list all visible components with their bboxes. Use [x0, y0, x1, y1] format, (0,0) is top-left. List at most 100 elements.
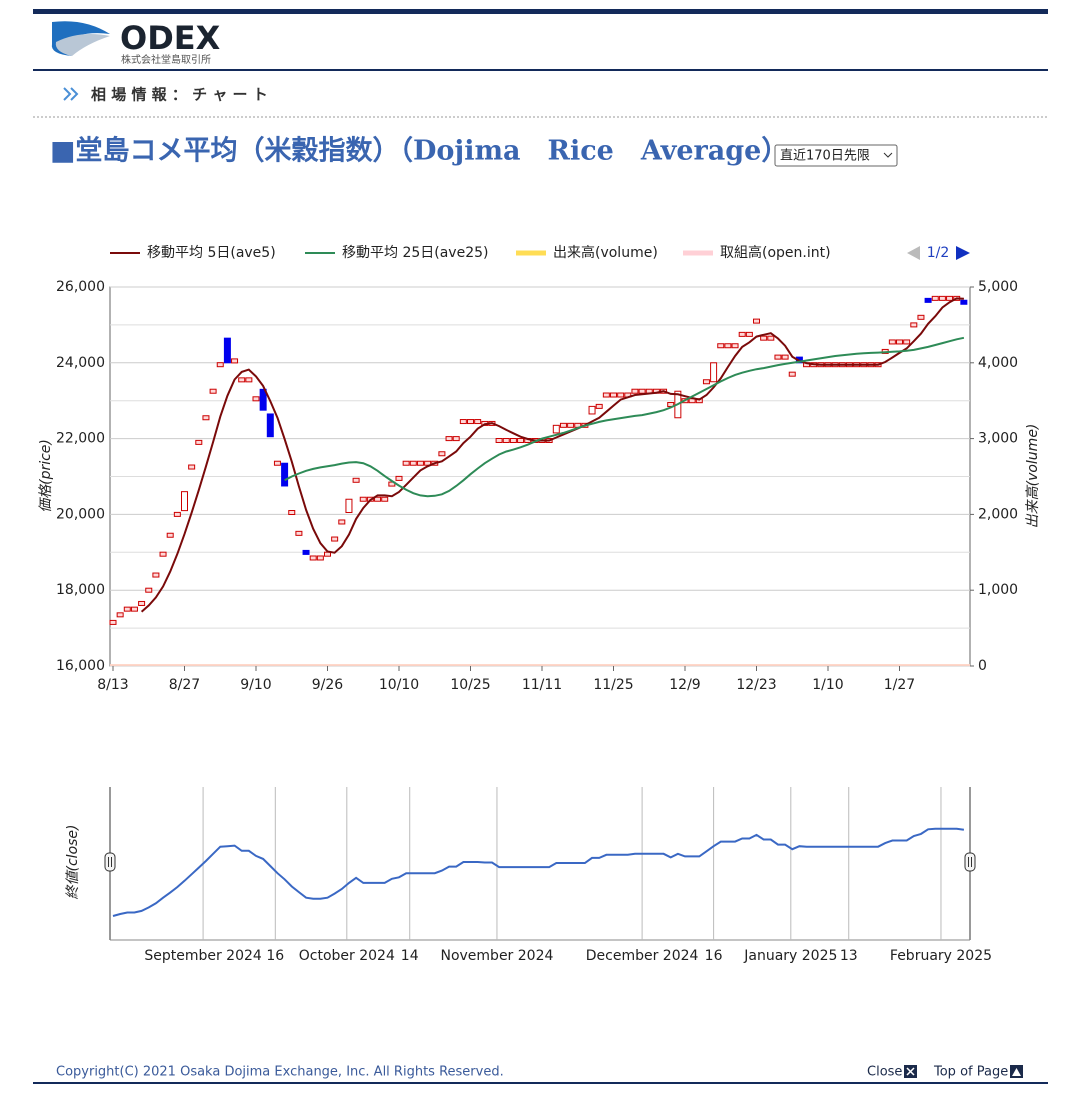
- candle: [896, 339, 903, 345]
- candle: [467, 419, 474, 425]
- candle: [702, 379, 710, 385]
- nav-x-tick-label: September 2024: [144, 948, 262, 964]
- candle: [438, 451, 446, 457]
- candle: [788, 371, 796, 377]
- candle: [517, 437, 525, 443]
- candle: [159, 551, 167, 557]
- company-name: 株式会社堂島取引所: [121, 53, 211, 66]
- y-axis-label: 価格(price): [38, 439, 54, 513]
- nav-x-tick-label: 16: [705, 948, 723, 964]
- candle: [910, 322, 918, 328]
- candle: [452, 436, 460, 442]
- pager-prev[interactable]: [907, 246, 920, 260]
- candle: [710, 362, 718, 383]
- candle: [474, 419, 482, 425]
- x-tick-label: 12/9: [669, 677, 700, 693]
- y-tick-label: 24,000: [56, 355, 105, 371]
- period-select-label[interactable]: 直近170日先限: [780, 149, 870, 164]
- x-tick-label: 12/23: [736, 677, 776, 693]
- candle: [231, 358, 239, 364]
- nav-handle[interactable]: [964, 852, 976, 872]
- candle: [352, 477, 360, 483]
- nav-x-tick-label: 14: [401, 948, 419, 964]
- x-tick-label: 1/10: [812, 677, 843, 693]
- candle: [924, 297, 932, 303]
- candle: [610, 392, 617, 398]
- nav-x-tick-label: January 2025: [743, 948, 837, 964]
- candle: [459, 419, 467, 425]
- candle: [309, 555, 317, 561]
- candle: [745, 331, 753, 337]
- y-tick-label: 26,000: [56, 279, 105, 295]
- x-tick-label: 11/11: [522, 677, 562, 693]
- candle: [302, 549, 310, 555]
- candle: [445, 436, 453, 442]
- nav-close-line: [112, 827, 965, 917]
- legend-label: 取組高(open.int): [720, 244, 831, 261]
- candle: [774, 354, 782, 360]
- candle: [209, 388, 217, 394]
- pager-next[interactable]: [956, 246, 970, 260]
- y2-tick-label: 3,000: [978, 431, 1018, 447]
- top-arrow[interactable]: [1012, 1068, 1021, 1076]
- copyright: Copyright(C) 2021 Osaka Dojima Exchange,…: [56, 1065, 504, 1080]
- candle: [738, 331, 746, 337]
- candle: [281, 462, 289, 487]
- candle: [552, 424, 560, 434]
- breadcrumb-icon: [63, 87, 79, 101]
- candle: [188, 464, 196, 470]
- y-tick-label: 18,000: [56, 582, 105, 598]
- select-arrow[interactable]: [883, 152, 893, 158]
- top-link[interactable]: Top of Page: [933, 1065, 1008, 1080]
- nav-x-tick-label: December 2024: [586, 948, 699, 964]
- candle: [409, 460, 417, 466]
- candle: [288, 510, 296, 516]
- candle: [903, 339, 911, 345]
- candle: [338, 519, 346, 525]
- candle: [374, 496, 382, 502]
- y-tick-label: 22,000: [56, 431, 105, 447]
- candle: [588, 405, 596, 415]
- close-x[interactable]: [906, 1067, 915, 1076]
- x-tick-label: 9/26: [312, 677, 344, 693]
- candle: [202, 415, 210, 421]
- candle: [381, 496, 389, 502]
- candle: [109, 619, 117, 625]
- y-tick-label: 20,000: [56, 506, 105, 522]
- candle: [767, 335, 775, 341]
- candle: [273, 460, 281, 466]
- candle: [123, 606, 131, 612]
- candle: [595, 403, 603, 409]
- nav-x-tick-label: 16: [266, 948, 284, 964]
- x-tick-label: 1/27: [884, 677, 915, 693]
- candle: [152, 572, 160, 578]
- candle: [567, 422, 575, 428]
- pager-label: 1/2: [927, 245, 950, 261]
- x-tick-label: 9/10: [240, 677, 271, 693]
- legend-label: 移動平均 5日(ave5): [147, 245, 276, 261]
- nav-handle[interactable]: [104, 852, 116, 872]
- candle: [252, 396, 260, 402]
- candle: [345, 498, 353, 514]
- candle: [395, 475, 403, 481]
- y2-tick-label: 4,000: [978, 355, 1018, 371]
- candle: [238, 377, 246, 383]
- y2-tick-label: 0: [978, 658, 987, 674]
- candle: [760, 335, 768, 341]
- candle: [502, 437, 510, 443]
- y-tick-label: 16,000: [56, 658, 105, 674]
- candle: [617, 392, 625, 398]
- candle: [195, 439, 203, 445]
- candle: [259, 388, 267, 411]
- legend-label: 出来高(volume): [553, 244, 658, 261]
- candle: [781, 354, 789, 360]
- legend-label: 移動平均 25日(ave25): [342, 245, 488, 261]
- y2-tick-label: 1,000: [978, 582, 1018, 598]
- top-bar: [33, 9, 1048, 14]
- logo-swoosh2: [55, 34, 110, 56]
- period-select[interactable]: [774, 144, 898, 167]
- close-link[interactable]: Close: [867, 1065, 902, 1080]
- candle: [266, 413, 274, 438]
